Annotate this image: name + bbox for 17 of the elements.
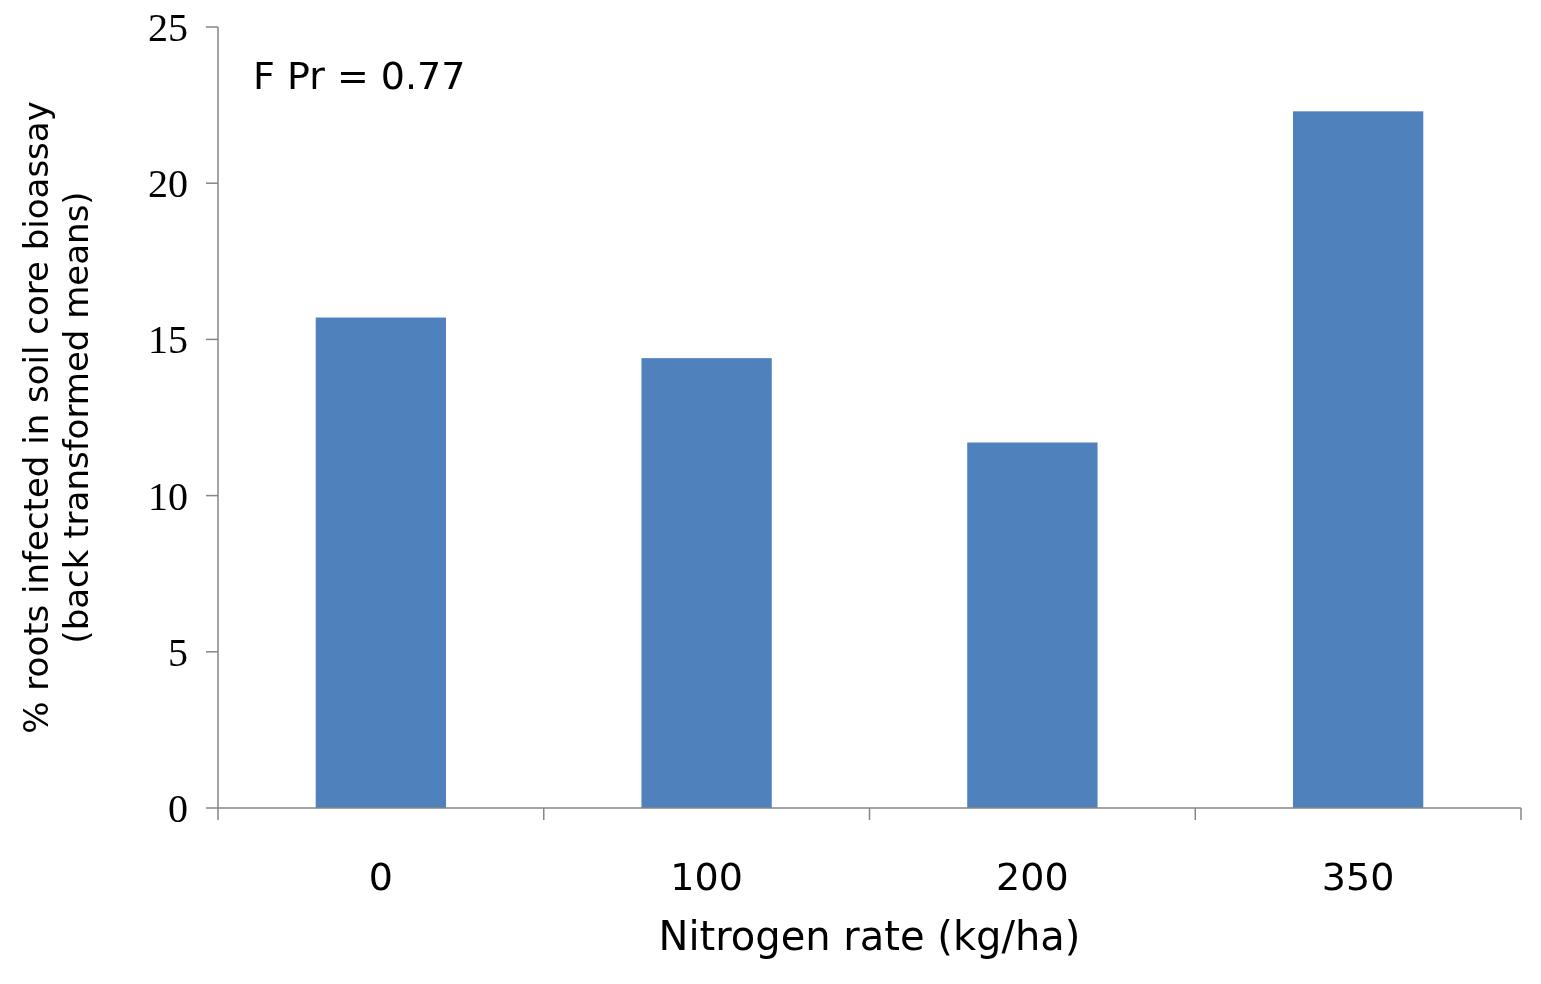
bar	[967, 442, 1098, 808]
y-axis-title: % roots infected in soil core bioassay (back transformed means)	[16, 101, 96, 734]
x-tick-label: 0	[368, 855, 393, 899]
y-tick-label: 20	[148, 161, 188, 207]
y-tick-label: 5	[168, 629, 188, 675]
x-tick-label: 200	[996, 855, 1069, 899]
x-tick-label: 350	[1321, 855, 1395, 899]
x-tick-label: 100	[670, 855, 743, 899]
x-axis-title: Nitrogen rate (kg/ha)	[658, 913, 1081, 959]
y-tick-label: 10	[148, 473, 188, 519]
annotation: F Pr = 0.77	[253, 54, 466, 98]
bar	[1292, 111, 1424, 808]
bar	[641, 358, 772, 808]
y-tick-label: 0	[168, 786, 188, 831]
y-tick-label: 15	[148, 317, 188, 363]
bar	[315, 317, 447, 808]
y-tick-label: 25	[148, 5, 188, 50]
